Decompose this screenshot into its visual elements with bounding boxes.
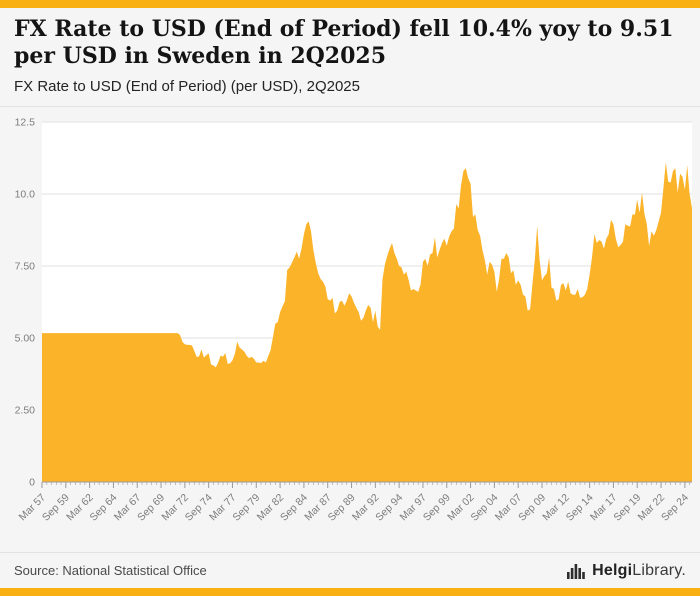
y-tick-label: 5.00 bbox=[15, 333, 36, 345]
y-tick-label: 12.5 bbox=[15, 117, 36, 129]
y-tick-label: 0 bbox=[29, 477, 35, 489]
chart-area: 0 2.50 5.00 7.50 10.0 12.5 Mar 57 Sep 59 Mar 62 S… bbox=[0, 107, 700, 552]
brand-name-regular: Library. bbox=[632, 561, 686, 579]
y-tick-label: 10.0 bbox=[15, 189, 36, 201]
page-title: FX Rate to USD (End of Period) fell 10.4… bbox=[14, 16, 674, 69]
area-series bbox=[42, 162, 692, 483]
footer-bar: Source: National Statistical Office Helg… bbox=[0, 552, 700, 588]
y-tick-label: 7.50 bbox=[15, 261, 36, 273]
accent-bar-top bbox=[0, 0, 700, 8]
chart-subtitle: FX Rate to USD (End of Period) (per USD)… bbox=[14, 77, 360, 95]
brand-name: HelgiLibrary. bbox=[592, 562, 686, 580]
source-note: Source: National Statistical Office bbox=[14, 563, 207, 578]
x-tick-label: Sep 24 bbox=[659, 492, 691, 524]
accent-bar-bottom bbox=[0, 588, 700, 596]
chart-header: FX Rate to USD (End of Period) fell 10.4… bbox=[0, 8, 700, 106]
helgilibrary-logo-icon bbox=[567, 563, 585, 579]
helgilibrary-logo: HelgiLibrary. bbox=[566, 562, 686, 580]
header-divider bbox=[0, 106, 700, 107]
y-tick-label: 2.50 bbox=[15, 405, 36, 417]
brand-name-bold: Helgi bbox=[592, 561, 633, 579]
